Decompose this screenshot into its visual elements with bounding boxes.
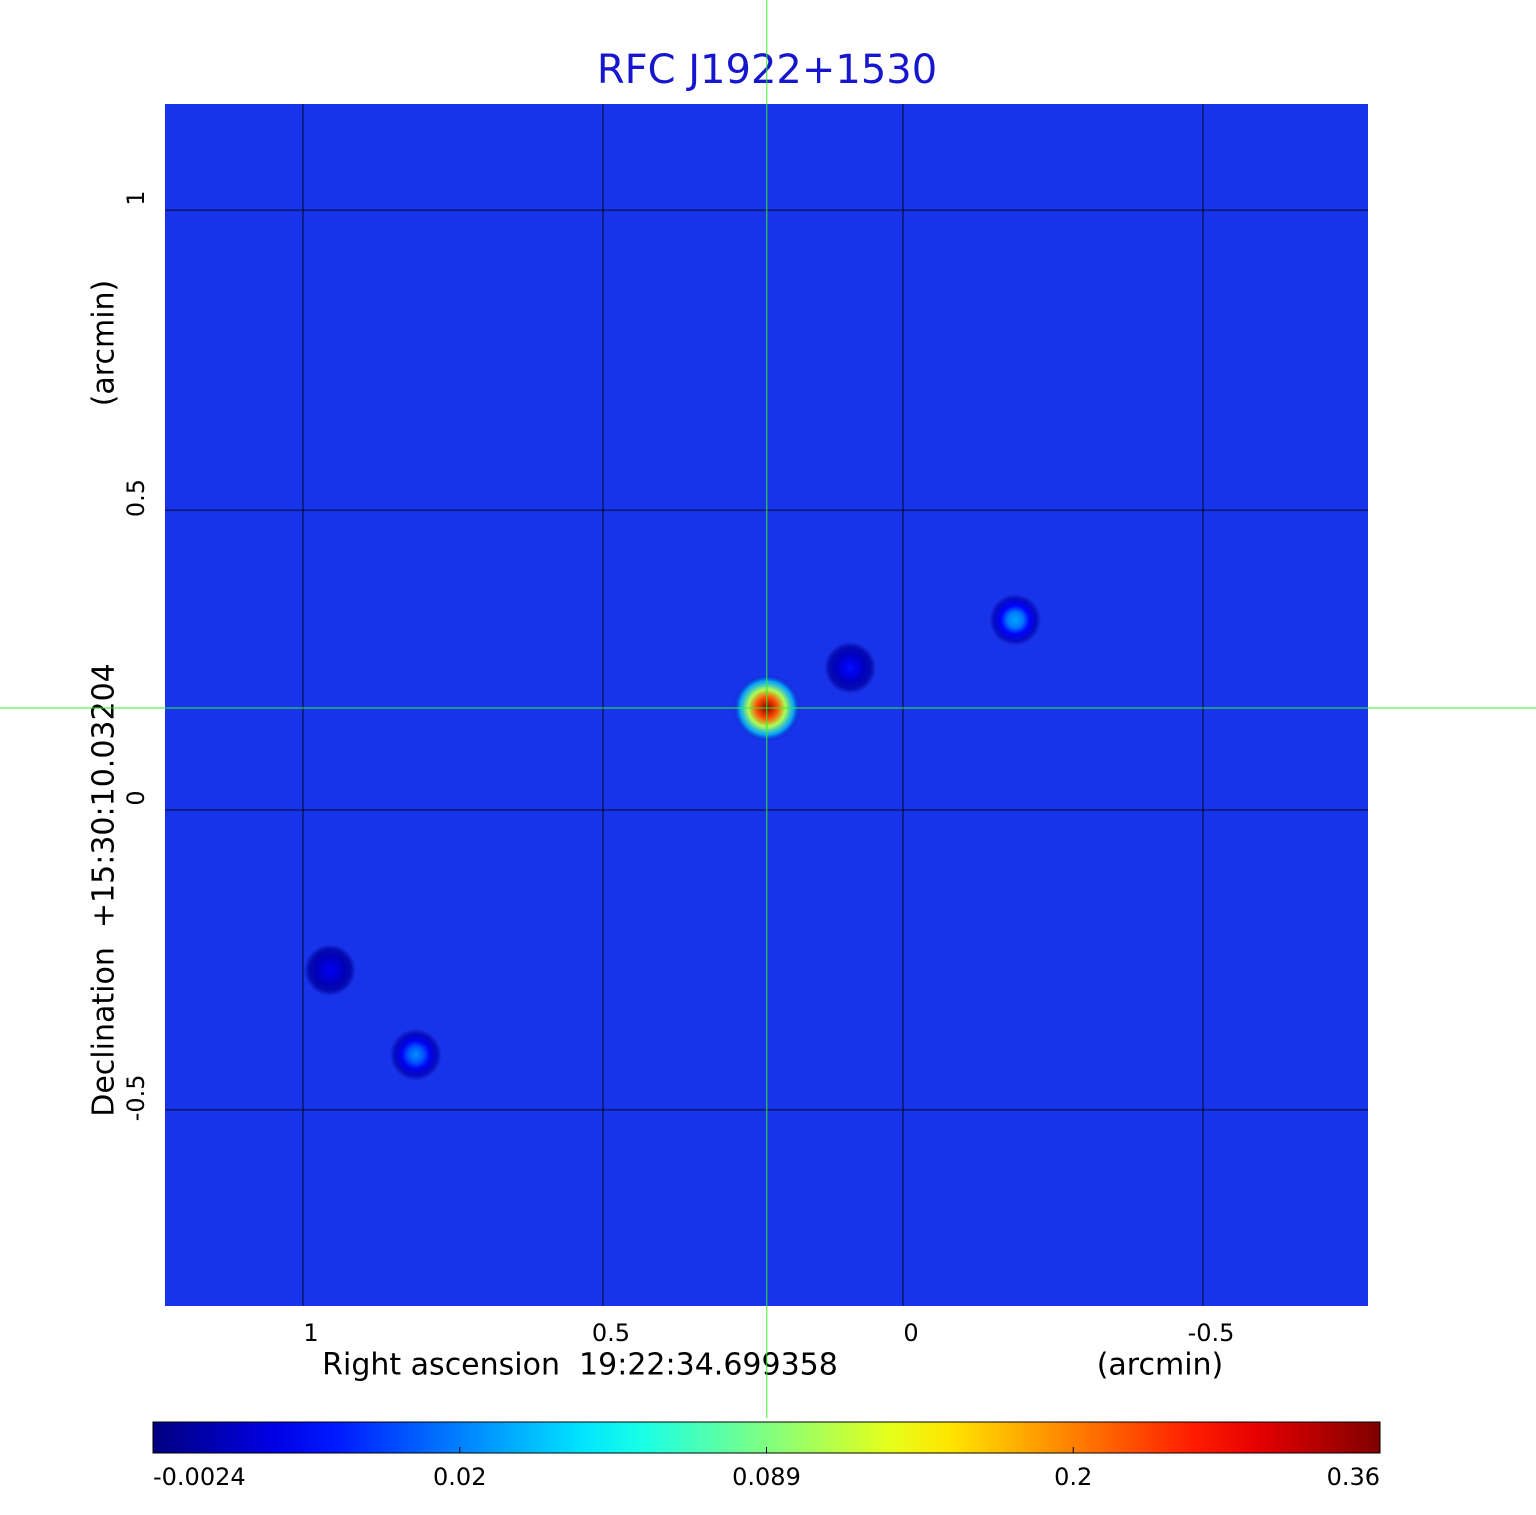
x-tick-label: 1 [303, 1319, 318, 1347]
colorbar-tick-label: 0.089 [732, 1463, 801, 1491]
x-tick-label: -0.5 [1188, 1319, 1235, 1347]
y-tick-label: 0.5 [122, 479, 150, 517]
y-tick-label: 0 [122, 790, 150, 805]
x-axis-unit: (arcmin) [1097, 1348, 1224, 1383]
x-tick-label: 0 [903, 1319, 918, 1347]
y-axis-label: Declination +15:30:10.03204 [87, 663, 122, 1117]
y-axis-unit: (arcmin) [87, 280, 122, 407]
x-axis-label: Right ascension 19:22:34.699358 [322, 1348, 838, 1383]
source [389, 1028, 442, 1081]
source [824, 641, 877, 694]
colorbar-tick-label: -0.0024 [153, 1463, 246, 1491]
colorbar-tick-label: 0.36 [1327, 1463, 1380, 1491]
y-tick-label: -0.5 [122, 1074, 150, 1121]
y-tick-label: 1 [122, 191, 150, 206]
source [989, 593, 1042, 646]
source [304, 944, 356, 997]
colorbar-tick-label: 0.02 [433, 1463, 486, 1491]
colorbar-tick-label: 0.2 [1054, 1463, 1092, 1491]
x-tick-label: 0.5 [592, 1319, 630, 1347]
